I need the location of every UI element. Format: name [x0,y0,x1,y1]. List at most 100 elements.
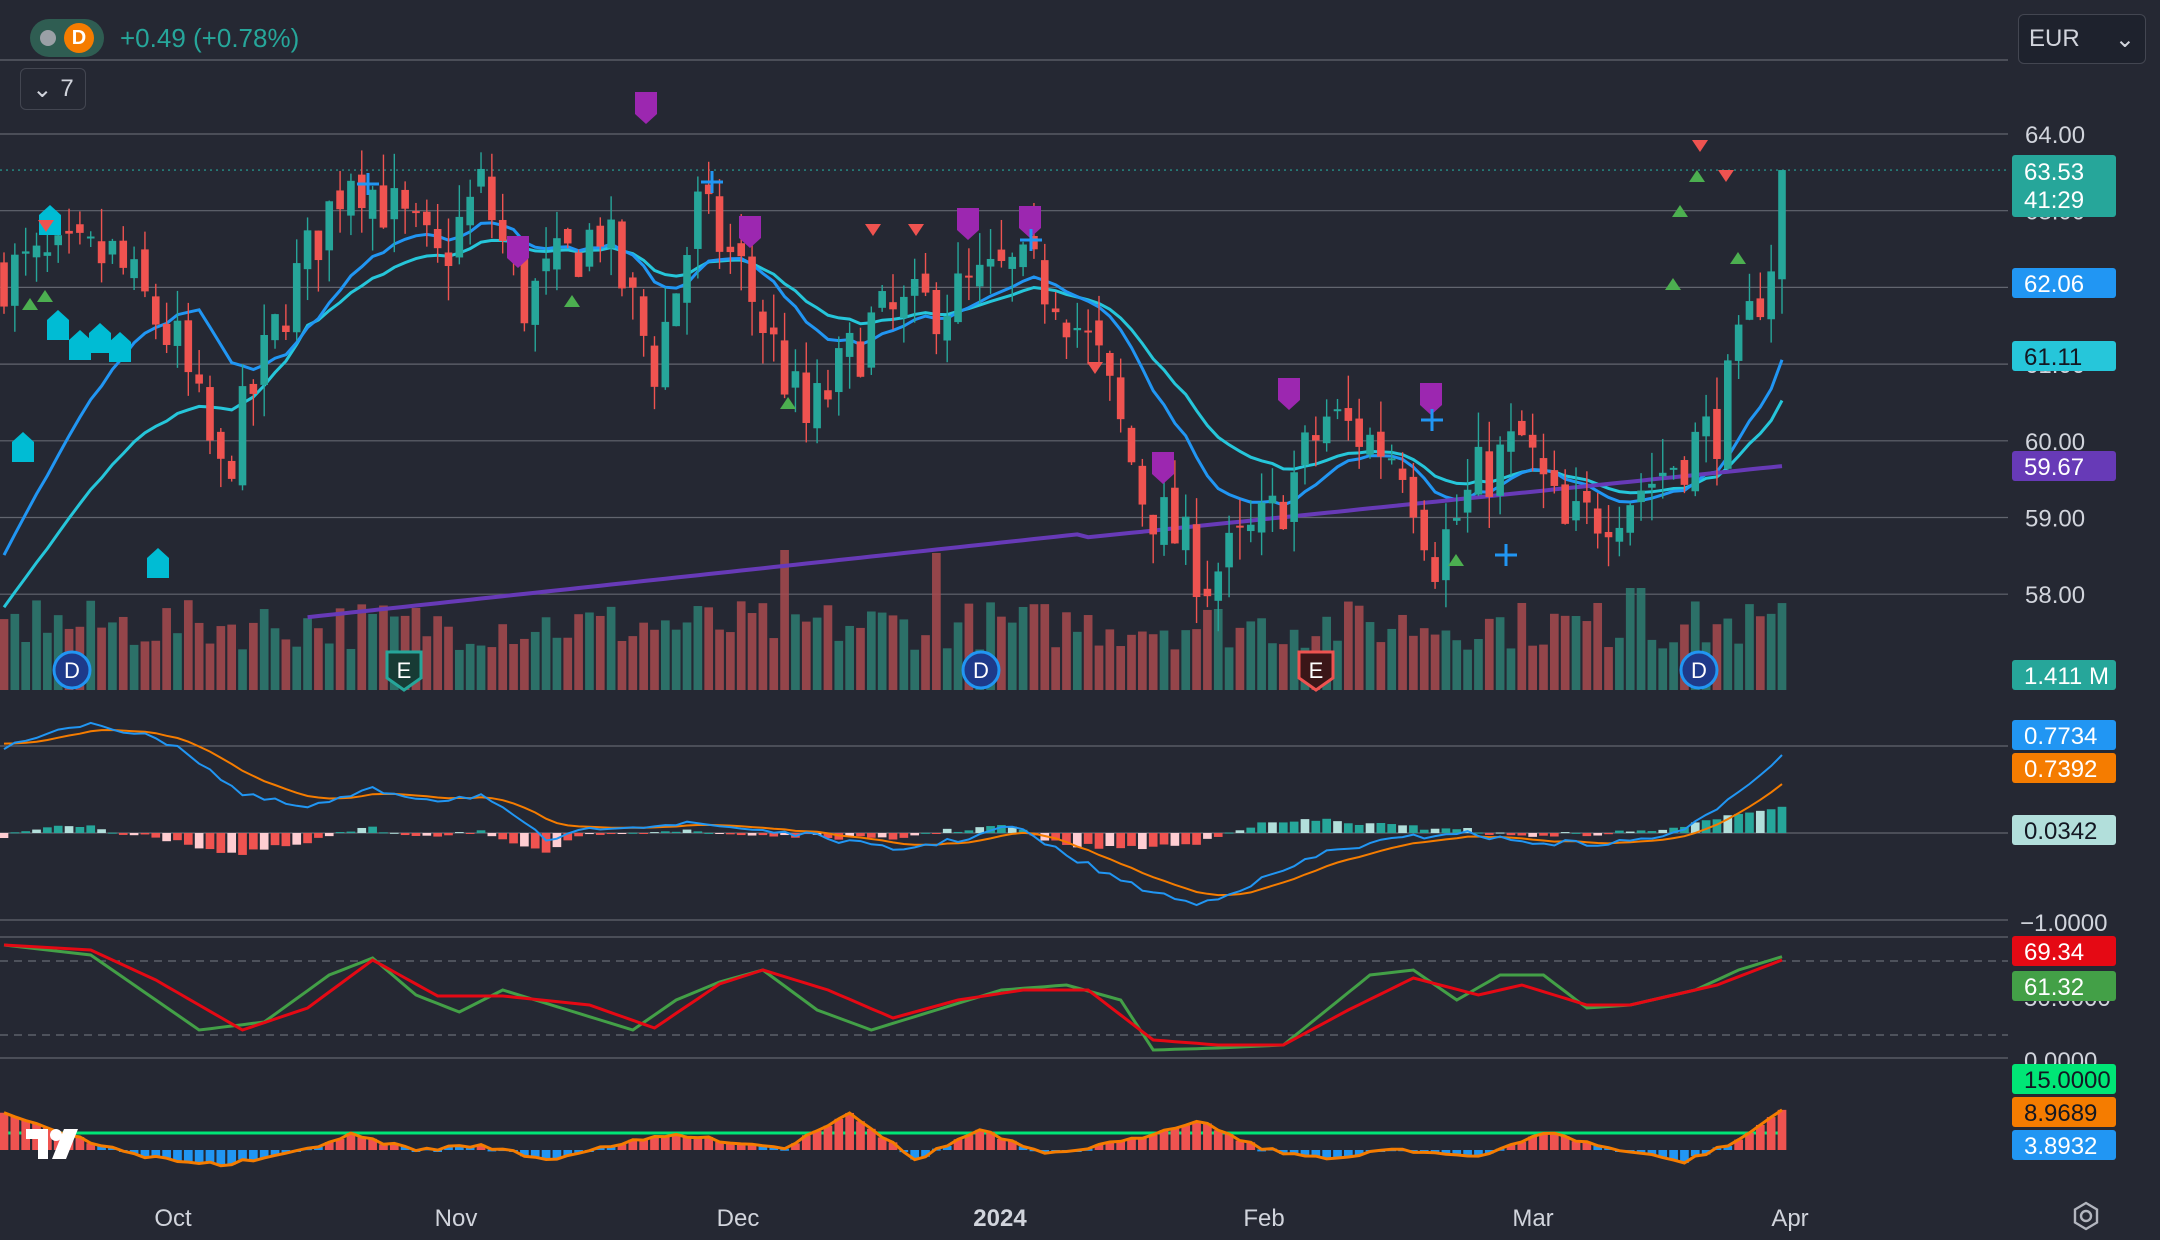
adx-histogram-bar [1484,1150,1494,1154]
adx-histogram-bar [1159,1130,1169,1150]
macd-histogram-bar [715,833,724,834]
volume-bar [216,626,226,690]
macd-histogram-bar [1235,830,1245,833]
macd-histogram-bar [324,833,334,837]
volume-bar [118,616,128,690]
macd-histogram-bar [964,830,974,833]
ema-long-tag: 59.67 [2024,454,2084,481]
volume-bar [769,638,779,690]
volume-bar [292,646,302,690]
candle-body [910,278,919,296]
volume-bar [791,614,800,690]
volume-bar [682,622,692,690]
macd-histogram-bar [1441,828,1451,833]
adx-histogram-bar [1571,1141,1581,1150]
cross-marker-icon [1020,229,1042,251]
macd-histogram-bar [346,831,356,833]
event-label: D [1691,658,1707,683]
volume-bar [812,617,822,690]
chevron-down-icon: ⌄ [32,75,53,103]
candle-body [618,221,626,289]
candle-body [1431,557,1439,582]
adx-histogram-bar [1311,1150,1321,1157]
volume-bar [1333,640,1342,690]
indicators-toggle-button[interactable]: ⌄ 7 [20,68,86,110]
down-triangle-icon [1087,362,1103,374]
candle-body [1637,490,1645,503]
candle-body [11,254,19,306]
candle-body [650,345,659,387]
volume-bar [1669,642,1678,690]
candle-body [130,259,138,279]
volume-bar [671,629,681,690]
currency-select[interactable]: EUR ⌄ [2018,14,2146,64]
volume-bar [942,648,952,690]
macd-histogram-bar [1365,823,1375,833]
candle-body [206,387,214,441]
macd-histogram-bar [942,828,952,833]
macd-histogram-bar [259,833,269,850]
adx-histogram-bar [650,1136,659,1150]
macd-histogram-bar [1257,822,1266,833]
event-label: D [64,658,80,683]
macd-histogram-bar [314,833,323,838]
macd-histogram-label: 0.0342 [2024,818,2097,845]
macd-histogram-bar [1571,832,1581,834]
up-triangle-icon [1672,205,1688,217]
volume-bar [1495,617,1505,690]
volume-bar [0,619,9,690]
macd-histogram-bar [1647,831,1657,833]
candle-body [347,180,355,216]
volume-bar [227,624,237,690]
macd-histogram-bar [1658,829,1668,833]
macd-histogram-bar [1289,821,1299,833]
candle-body [1485,451,1494,497]
macd-histogram-bar [606,833,616,835]
macd-histogram-bar [1203,833,1212,839]
candle-body [1398,468,1407,480]
volume-bar [1072,631,1082,690]
adx-histogram-bar [314,1146,323,1150]
symbol-badge[interactable]: D [30,19,104,57]
macd-histogram-bar [1127,833,1136,846]
candle-body [986,258,995,267]
volume-bar [1051,647,1060,690]
volume-bar [10,613,20,690]
volume-bar [1083,615,1093,690]
adx-histogram-bar [888,1142,898,1150]
candle-body [488,176,496,221]
settings-gear-icon[interactable] [2070,1200,2102,1232]
time-axis: Oct Nov Dec 2024 Feb Mar Apr [154,1205,1808,1232]
macd-histogram-bar [1105,833,1115,846]
adx-histogram-bar [769,1146,779,1150]
macd-histogram-bar [932,833,941,834]
macd-histogram-bar [1278,822,1288,833]
candle-body [1171,487,1179,544]
macd-histogram-bar [411,833,421,836]
macd-histogram-bar [1398,825,1407,833]
sell-signal-icon [739,216,761,248]
macd-histogram-bar [368,826,377,833]
adx-histogram-bar [856,1121,865,1150]
candle-body [997,249,1006,261]
adx-histogram-label: 3.8932 [2024,1133,2097,1160]
candle-body [791,371,800,388]
macd-histogram-bar [899,833,909,838]
candle-body [1225,532,1233,568]
stoch-k-tag-bg [2012,971,2116,1001]
volume-bar [108,622,117,690]
macd-histogram-bar [1018,829,1028,833]
candle-body [520,251,529,324]
candle-body [1073,327,1082,331]
down-triangle-icon [38,220,54,232]
candle-body [1723,360,1732,469]
tradingview-logo-icon[interactable] [24,1125,90,1163]
macd-histogram-bar [108,832,117,834]
volume-bar [704,607,714,690]
legend-header: D +0.49 (+0.78%) [30,18,299,58]
candle-body [845,332,854,357]
volume-bar [1235,627,1245,690]
candle-body [141,249,149,292]
adx-histogram-bar [1669,1150,1678,1160]
